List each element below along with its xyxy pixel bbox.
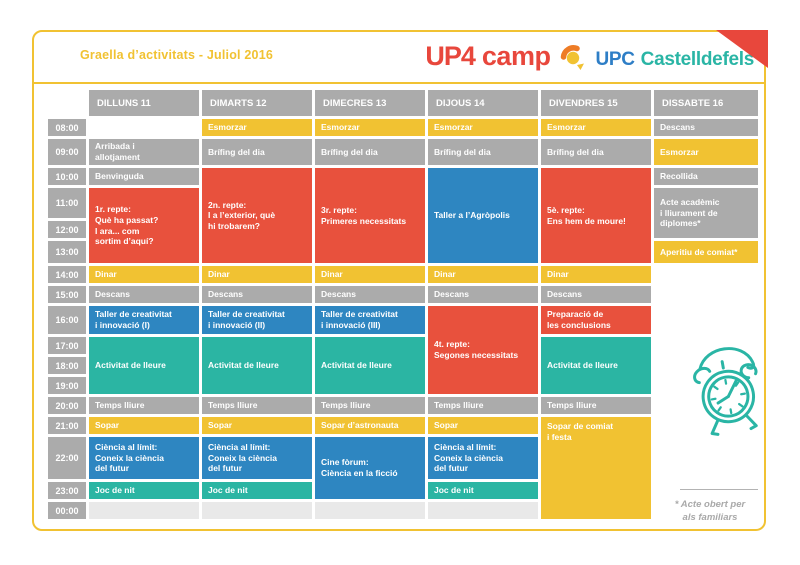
- schedule-cell: Ciència al límit: Coneix la ciència del …: [202, 437, 312, 479]
- schedule-cell: Recollida: [654, 168, 758, 185]
- time-label: 15:00: [48, 286, 86, 303]
- day-header: DILLUNS 11: [89, 90, 199, 116]
- time-label: 14:00: [48, 266, 86, 283]
- schedule-cell: Sopar: [89, 417, 199, 434]
- day-header: DIVENDRES 15: [541, 90, 651, 116]
- corner-triangle-decoration: [714, 30, 768, 75]
- time-label: 17:00: [48, 337, 86, 354]
- schedule-cell: Activitat de lleure: [202, 337, 312, 394]
- schedule-cell: Descans: [541, 286, 651, 303]
- schedule-cell: 1r. repte: Què ha passat? I ara... com s…: [89, 188, 199, 263]
- time-label: 12:00: [48, 221, 86, 238]
- schedule-cell: Brífing del dia: [541, 139, 651, 165]
- logo-flame-icon: [560, 44, 586, 77]
- day-header: DIJOUS 14: [428, 90, 538, 116]
- time-label: 13:00: [48, 241, 86, 263]
- schedule-cell: Dinar: [89, 266, 199, 283]
- schedule-cell: Brífing del dia: [202, 139, 312, 165]
- schedule-cell: Ciència al límit: Coneix la ciència del …: [428, 437, 538, 479]
- time-label: 20:00: [48, 397, 86, 414]
- schedule-cell: Temps lliure: [89, 397, 199, 414]
- schedule-cell: [202, 502, 312, 519]
- time-label: 09:00: [48, 139, 86, 165]
- schedule-cell: Descans: [89, 286, 199, 303]
- schedule-cell: Activitat de lleure: [89, 337, 199, 394]
- schedule-cell: Cine fòrum: Ciència en la ficció: [315, 437, 425, 499]
- schedule-cell: Aperitiu de comiat*: [654, 241, 758, 263]
- schedule-cell: Activitat de lleure: [315, 337, 425, 394]
- schedule-cell: [315, 502, 425, 519]
- schedule-cell: Sopar: [428, 417, 538, 434]
- time-label: 23:00: [48, 482, 86, 499]
- schedule-cell: Ciència al límit: Coneix la ciència del …: [89, 437, 199, 479]
- schedule-cell: Esmorzar: [428, 119, 538, 136]
- schedule-cell: Dinar: [541, 266, 651, 283]
- schedule-cell: Taller de creativitat i innovació (I): [89, 306, 199, 334]
- time-label: 18:00: [48, 357, 86, 374]
- footnote-divider: [680, 489, 758, 490]
- schedule-cell: Esmorzar: [654, 139, 758, 165]
- time-label: 08:00: [48, 119, 86, 136]
- schedule-cell: Descans: [428, 286, 538, 303]
- day-header: DISSABTE 16: [654, 90, 758, 116]
- schedule-cell: Joc de nit: [428, 482, 538, 499]
- time-label: 19:00: [48, 377, 86, 394]
- schedule-cell: Descans: [654, 119, 758, 136]
- schedule-cell: [428, 502, 538, 519]
- day-header: DIMARTS 12: [202, 90, 312, 116]
- schedule-cell: 5è. repte: Ens hem de moure!: [541, 168, 651, 263]
- schedule-cell: Temps lliure: [202, 397, 312, 414]
- header-separator: [34, 82, 764, 84]
- schedule-cell: Esmorzar: [541, 119, 651, 136]
- schedule-cell: Taller a l’Agròpolis: [428, 168, 538, 263]
- page-frame: [32, 30, 766, 531]
- schedule-cell: 4t. repte: Segones necessitats: [428, 306, 538, 394]
- schedule-cell: Dinar: [202, 266, 312, 283]
- time-label: 21:00: [48, 417, 86, 434]
- schedule-cell: Acte acadèmic i lliurament de diplomes*: [654, 188, 758, 238]
- schedule-cell: Esmorzar: [202, 119, 312, 136]
- schedule-cell: Sopar d’astronauta: [315, 417, 425, 434]
- day-header: DIMECRES 13: [315, 90, 425, 116]
- schedule-cell: Brífing del dia: [428, 139, 538, 165]
- schedule-cell: Sopar: [202, 417, 312, 434]
- schedule-cell: Temps lliure: [315, 397, 425, 414]
- footnote-line1: * Acte obert per: [674, 499, 746, 510]
- schedule-cell: Descans: [202, 286, 312, 303]
- logo-city: Castelldefels: [640, 49, 755, 70]
- schedule-cell: 2n. repte: I a l’exterior, què hi trobar…: [202, 168, 312, 263]
- schedule-cell: Joc de nit: [89, 482, 199, 499]
- schedule-cell: Dinar: [428, 266, 538, 283]
- time-label: 11:00: [48, 188, 86, 218]
- logo-upc: UPC: [595, 49, 635, 70]
- schedule-cell: Arribada i allotjament: [89, 139, 199, 165]
- schedule-cell: Temps lliure: [428, 397, 538, 414]
- schedule-cell: Benvinguda: [89, 168, 199, 185]
- time-label: 10:00: [48, 168, 86, 185]
- time-label: 22:00: [48, 437, 86, 479]
- schedule-grid: DILLUNS 11 DIMARTS 12 DIMECRES 13 DIJOUS 14…: [48, 90, 758, 519]
- schedule-cell: Brífing del dia: [315, 139, 425, 165]
- schedule-cell: Dinar: [315, 266, 425, 283]
- schedule-cell: Taller de creativitat i innovació (III): [315, 306, 425, 334]
- schedule-cell: Taller de creativitat i innovació (II): [202, 306, 312, 334]
- alarm-clock-illustration: [686, 340, 770, 445]
- logo-camp: camp: [481, 41, 551, 71]
- schedule-cell: Sopar de comiat i festa: [541, 417, 651, 519]
- schedule-cell: [89, 502, 199, 519]
- schedule-cell: Activitat de lleure: [541, 337, 651, 394]
- schedule-cell: Descans: [315, 286, 425, 303]
- time-label: 00:00: [48, 502, 86, 519]
- logo: UP4 camp UPC Castelldefels: [425, 41, 754, 74]
- schedule-cell: 3r. repte: Primeres necessitats: [315, 168, 425, 263]
- page-title: Graella d’activitats - Juliol 2016: [80, 48, 273, 62]
- schedule-cell: Esmorzar: [315, 119, 425, 136]
- logo-up4: UP4: [425, 41, 476, 71]
- footnote: * Acte obert per als familiars: [660, 499, 760, 525]
- schedule-cell: Joc de nit: [202, 482, 312, 499]
- schedule-cell: Preparació de les conclusions: [541, 306, 651, 334]
- time-label: 16:00: [48, 306, 86, 334]
- schedule-cell: Temps lliure: [541, 397, 651, 414]
- footnote-line2: als familiars: [682, 511, 738, 523]
